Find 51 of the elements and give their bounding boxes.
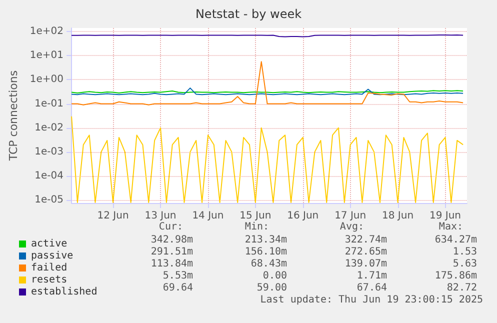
y-tick-label: 1e-03 <box>34 146 64 158</box>
text: 139.07m <box>344 258 388 270</box>
text: Cur: <box>158 222 184 232</box>
x-tick-label: 19 Jun <box>429 210 462 222</box>
text: 272.65m <box>344 246 388 258</box>
legend-label: failed <box>31 262 68 274</box>
text: 291.51m <box>150 246 194 258</box>
y-tick-label: 1e-01 <box>34 98 64 110</box>
y-tick-label: 1e-04 <box>34 170 64 182</box>
text: 113.84m <box>150 258 194 270</box>
text: 5.53m <box>162 270 194 282</box>
text: 1.53 <box>452 246 478 258</box>
x-tick-label: 13 Jun <box>144 210 176 222</box>
text: 68.43m <box>250 258 287 270</box>
y-axis-title: TCP connections <box>7 70 20 162</box>
x-tick-label: 18 Jun <box>382 210 414 222</box>
y-tick-label: 1e-05 <box>34 194 64 206</box>
y-tick-label: 1e+02 <box>30 26 64 38</box>
legend-label: active <box>31 238 68 250</box>
x-tick-label: 12 Jun <box>97 210 129 222</box>
text: 5.63 <box>452 258 478 270</box>
line-series <box>71 61 464 106</box>
text: 1.71m <box>356 270 388 282</box>
line-series <box>71 88 464 96</box>
text: 342.98m <box>150 234 194 246</box>
x-tick-label: 17 Jun <box>334 210 366 222</box>
text: 156.10m <box>244 246 288 258</box>
text: 175.86m <box>434 270 478 282</box>
legend-label: passive <box>31 250 74 262</box>
line-series <box>71 116 464 203</box>
text: Max: <box>438 222 464 232</box>
y-tick-label: 1e+01 <box>30 50 64 62</box>
text: 634.27m <box>434 234 478 246</box>
x-tick-label: 14 Jun <box>192 210 224 222</box>
legend-label: resets <box>31 274 68 286</box>
text: 59.00 <box>256 282 288 294</box>
x-tick-label: 16 Jun <box>287 210 319 222</box>
text: 82.72 <box>446 282 478 294</box>
text: Min: <box>244 222 270 232</box>
text: 67.64 <box>356 282 388 294</box>
y-tick-label: 1e-02 <box>34 122 64 134</box>
chart-title: Netstat - by week <box>195 7 302 21</box>
text: 0.00 <box>262 270 288 282</box>
text: 322.74m <box>344 234 388 246</box>
text: 69.64 <box>162 282 194 294</box>
text: Avg: <box>340 222 364 232</box>
text: 213.34m <box>244 234 288 246</box>
legend-label: established <box>31 286 98 298</box>
y-tick-label: 1e+00 <box>30 74 64 86</box>
x-tick-label: 15 Jun <box>240 210 272 222</box>
text: Last update: Thu Jun 19 23:00:15 2025 <box>260 294 484 306</box>
